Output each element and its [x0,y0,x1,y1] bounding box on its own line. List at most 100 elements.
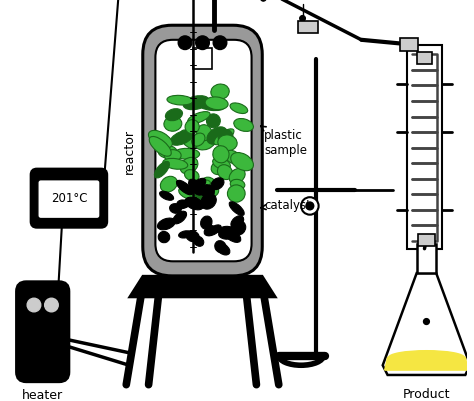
Circle shape [306,203,314,210]
Ellipse shape [174,149,200,160]
Ellipse shape [218,165,233,180]
Ellipse shape [183,96,209,110]
Ellipse shape [225,151,241,164]
Circle shape [213,37,227,51]
Ellipse shape [205,98,228,110]
Ellipse shape [215,241,226,253]
Ellipse shape [211,178,224,190]
Ellipse shape [197,126,212,141]
Ellipse shape [201,217,212,229]
Bar [407,46,442,249]
FancyBboxPatch shape [31,170,107,228]
Ellipse shape [211,161,228,175]
Ellipse shape [207,115,220,128]
Ellipse shape [194,134,216,150]
Circle shape [260,0,266,2]
Ellipse shape [164,117,182,132]
Circle shape [301,198,319,215]
Circle shape [424,319,429,325]
Ellipse shape [219,232,233,239]
Ellipse shape [198,101,225,111]
Ellipse shape [207,128,227,145]
Bar [417,244,436,273]
Bar [418,235,435,246]
Ellipse shape [207,225,221,236]
Polygon shape [383,273,470,375]
Ellipse shape [176,181,193,195]
Ellipse shape [231,216,244,229]
Polygon shape [385,358,468,370]
Text: 201°C: 201°C [51,191,87,204]
Ellipse shape [179,231,192,239]
Ellipse shape [188,112,210,124]
Ellipse shape [198,181,219,198]
Ellipse shape [191,134,205,147]
Ellipse shape [180,131,197,149]
Ellipse shape [218,136,237,151]
Ellipse shape [200,178,216,194]
Ellipse shape [190,180,210,191]
Ellipse shape [157,219,175,230]
Ellipse shape [223,229,241,243]
FancyBboxPatch shape [155,41,252,261]
Ellipse shape [211,85,229,100]
Ellipse shape [184,170,199,182]
Ellipse shape [213,146,229,164]
Circle shape [27,298,41,312]
Ellipse shape [167,96,193,106]
Ellipse shape [228,185,245,203]
Ellipse shape [170,131,193,146]
Ellipse shape [204,226,215,236]
Ellipse shape [177,200,188,208]
FancyBboxPatch shape [17,282,69,382]
Ellipse shape [180,158,198,174]
Circle shape [300,16,305,22]
Ellipse shape [160,177,177,192]
Ellipse shape [164,150,181,162]
Ellipse shape [148,131,173,149]
Ellipse shape [218,130,233,145]
Ellipse shape [185,198,204,210]
Polygon shape [129,276,276,298]
Ellipse shape [213,158,230,170]
Ellipse shape [188,184,206,200]
Ellipse shape [230,104,248,114]
Ellipse shape [191,179,206,192]
Ellipse shape [231,221,246,236]
Ellipse shape [185,120,199,134]
FancyBboxPatch shape [143,26,262,276]
Ellipse shape [201,194,216,210]
Ellipse shape [163,159,188,170]
Text: heater: heater [22,388,63,401]
Ellipse shape [214,130,234,146]
Bar [298,22,318,34]
Ellipse shape [230,180,245,190]
Ellipse shape [186,231,199,242]
FancyBboxPatch shape [38,180,100,219]
Ellipse shape [229,202,244,216]
Ellipse shape [158,232,170,243]
Ellipse shape [173,212,187,224]
Text: catalyst: catalyst [261,199,311,212]
Ellipse shape [155,162,170,178]
Ellipse shape [231,153,254,171]
Ellipse shape [179,188,194,199]
Ellipse shape [389,351,465,365]
Ellipse shape [170,204,182,214]
Circle shape [196,37,210,51]
Bar [193,49,212,70]
Ellipse shape [189,180,203,196]
Text: reactor: reactor [123,129,136,174]
Ellipse shape [234,119,254,132]
Ellipse shape [216,243,230,255]
Circle shape [45,298,58,312]
Ellipse shape [158,146,177,159]
Ellipse shape [160,192,173,201]
Ellipse shape [218,227,234,235]
Ellipse shape [229,169,245,184]
Bar [417,53,432,65]
Text: plastic
sample: plastic sample [261,127,307,156]
Ellipse shape [149,137,171,157]
Bar [400,39,418,52]
Ellipse shape [165,109,182,122]
